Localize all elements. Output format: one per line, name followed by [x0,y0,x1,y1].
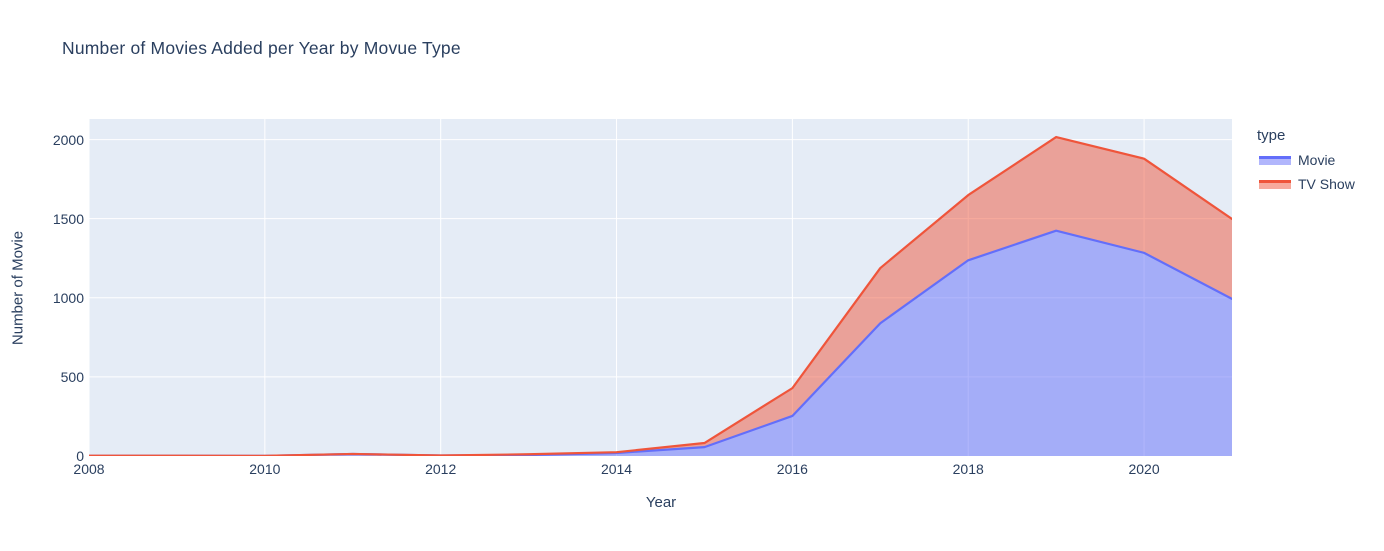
tv-show-line [89,135,1232,456]
y-tick-label: 1000 [52,289,84,306]
legend-label-tv-show: TV Show [1298,176,1355,192]
y-tick-label: 1500 [52,210,84,227]
x-tick-label: 2014 [600,461,633,477]
tv-show-area [89,137,1232,456]
x-axis-title: Year [645,494,677,511]
x-tick-label: 2012 [425,461,457,477]
x-tick-label: 2010 [249,461,281,477]
movie-series-swatch-icon [1259,155,1291,165]
y-axis-title: Number of Movie [9,230,27,346]
movie-area [89,230,1232,456]
chart-canvas [89,119,1232,456]
plot-area[interactable] [89,119,1232,456]
x-tick-label: 2008 [73,461,105,477]
legend-item-movie[interactable]: Movie [1259,152,1355,168]
y-tick-label: 0 [76,448,84,464]
tv-show-series-swatch-icon [1259,179,1291,189]
y-tick-label: 2000 [52,131,84,148]
legend-item-tv-show[interactable]: TV Show [1259,176,1355,192]
legend-label-movie: Movie [1298,152,1336,168]
x-tick-label: 2018 [952,461,984,477]
chart-title: Number of Movies Added per Year by Movue… [62,38,461,58]
x-tick-label: 2020 [1128,461,1160,477]
x-tick-label: 2016 [776,461,808,477]
y-tick-label: 500 [60,368,84,385]
legend-title: type [1257,127,1286,144]
legend: type Movie TV Show [1257,127,1355,200]
